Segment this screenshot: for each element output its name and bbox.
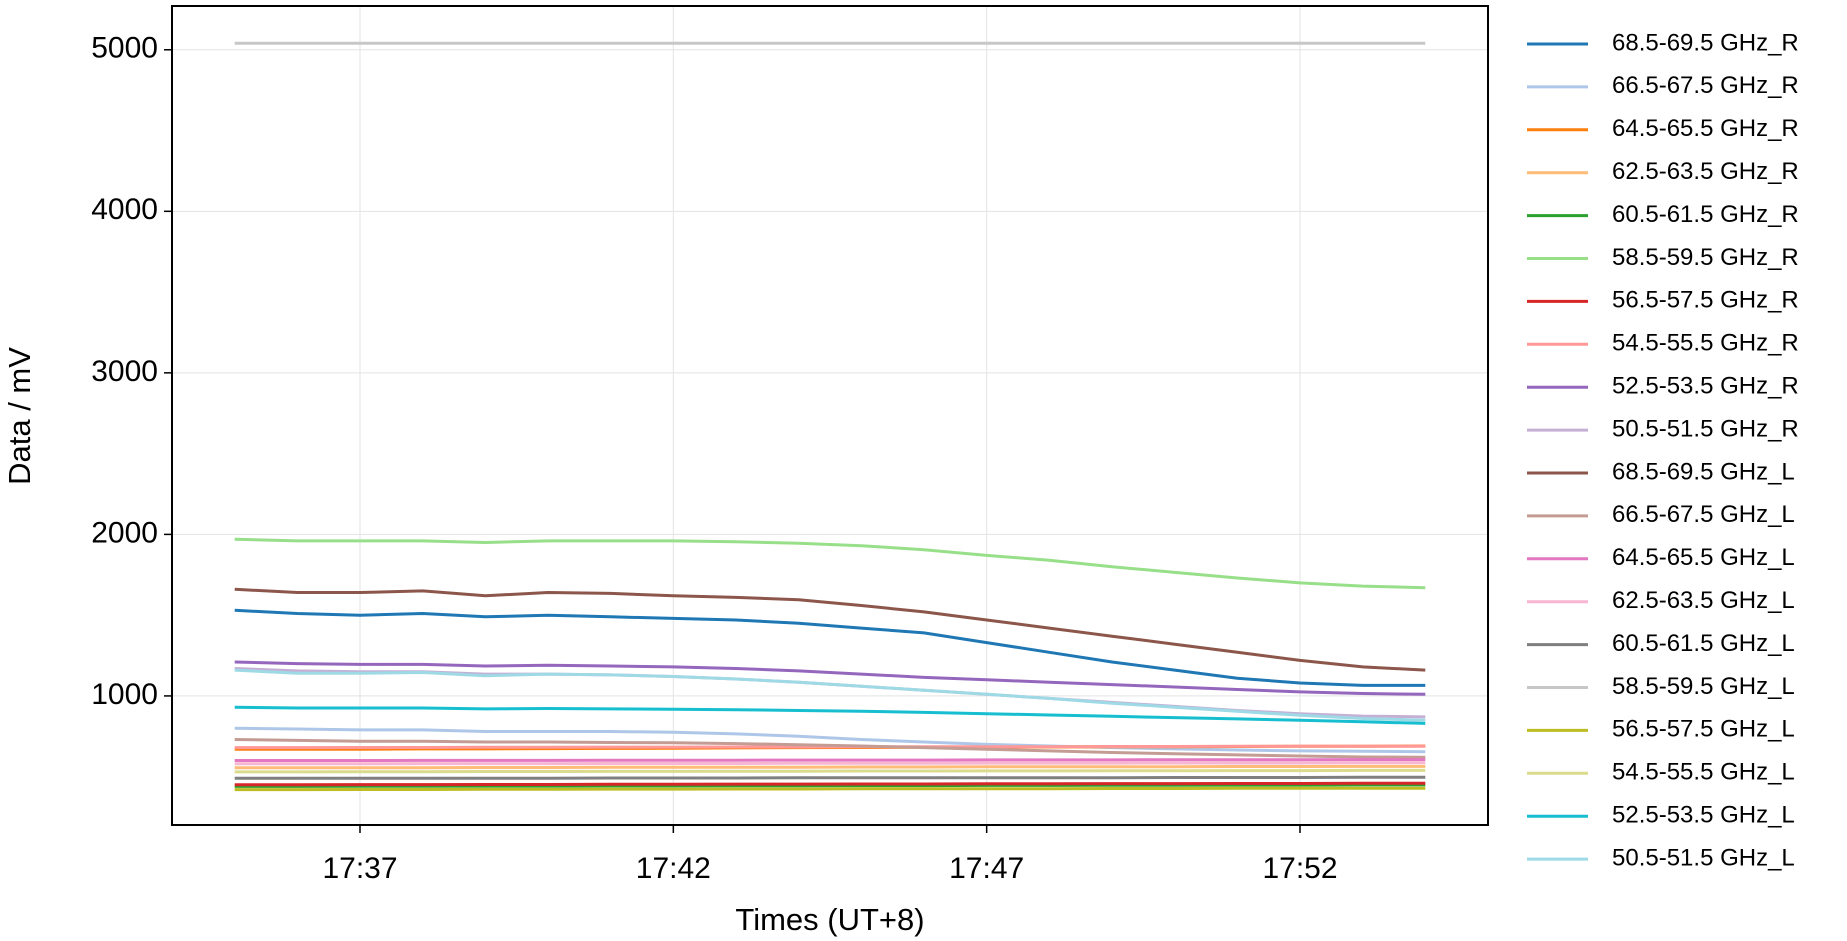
legend-label: 64.5-65.5 GHz_R (1612, 115, 1799, 142)
plot-frame (171, 5, 1489, 826)
legend-label: 58.5-59.5 GHz_R (1612, 244, 1799, 271)
legend-label: 54.5-55.5 GHz_L (1612, 759, 1795, 786)
x-tick-label: 17:47 (949, 852, 1024, 885)
legend-label: 60.5-61.5 GHz_R (1612, 201, 1799, 228)
series-line (234, 537, 1426, 590)
legend-label: 62.5-63.5 GHz_R (1612, 158, 1799, 185)
x-tick-label: 17:52 (1262, 852, 1337, 885)
series-line (234, 781, 1426, 787)
series-line (234, 768, 1426, 774)
y-tick-label: 3000 (91, 355, 158, 388)
series-line (234, 775, 1426, 780)
y-tick-label: 2000 (91, 516, 158, 549)
legend-label: 50.5-51.5 GHz_L (1612, 844, 1795, 871)
x-tick-label: 17:42 (636, 852, 711, 885)
series-line (234, 668, 1426, 722)
legend-label: 68.5-69.5 GHz_R (1612, 29, 1799, 56)
legend-label: 64.5-65.5 GHz_L (1612, 544, 1795, 571)
y-tick-label: 5000 (91, 32, 158, 65)
legend-label: 56.5-57.5 GHz_L (1612, 716, 1795, 743)
series-line (234, 660, 1426, 696)
series-line (234, 738, 1426, 759)
series-line (234, 761, 1426, 766)
legend-label: 66.5-67.5 GHz_L (1612, 501, 1795, 528)
legend-label: 52.5-53.5 GHz_L (1612, 802, 1795, 829)
series-line (234, 744, 1426, 750)
y-tick-label: 4000 (91, 193, 158, 226)
legend-label: 60.5-61.5 GHz_L (1612, 630, 1795, 657)
series-line (234, 786, 1426, 792)
legend-label: 56.5-57.5 GHz_R (1612, 287, 1799, 314)
legend-label: 58.5-59.5 GHz_L (1612, 673, 1795, 700)
y-axis-label: Data / mV (2, 347, 37, 485)
legend-label: 54.5-55.5 GHz_R (1612, 330, 1799, 357)
series-line (234, 608, 1426, 687)
series-line (234, 764, 1426, 770)
legend-label: 68.5-69.5 GHz_L (1612, 458, 1795, 485)
series-line (234, 705, 1426, 725)
legend-label: 62.5-63.5 GHz_L (1612, 587, 1795, 614)
series-line (234, 587, 1426, 672)
legend-label: 52.5-53.5 GHz_R (1612, 373, 1799, 400)
x-axis-label: Times (UT+8) (735, 902, 924, 937)
series-line (234, 758, 1426, 762)
legend-label: 50.5-51.5 GHz_R (1612, 415, 1799, 442)
series-line (234, 783, 1426, 788)
series-line (234, 726, 1426, 754)
legend-label: 66.5-67.5 GHz_R (1612, 72, 1799, 99)
x-tick-label: 17:37 (322, 852, 397, 885)
y-tick-label: 1000 (91, 678, 158, 711)
